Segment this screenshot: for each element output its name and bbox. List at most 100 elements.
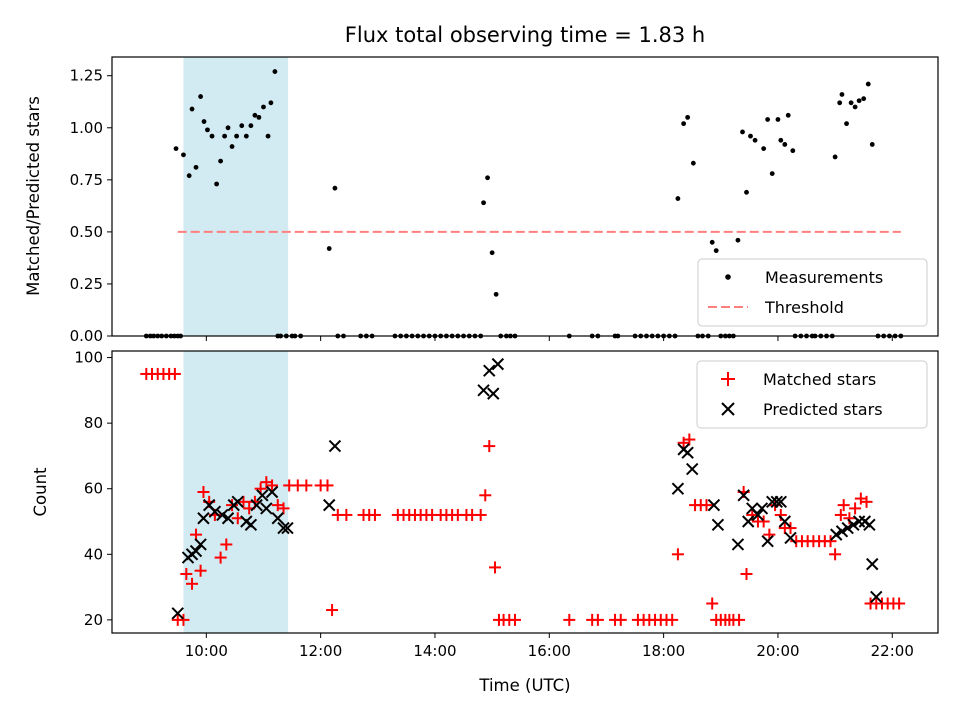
bottom-y-ticks: 20 40 60 80 100 [74, 349, 112, 629]
matched-star-point [834, 508, 847, 521]
matched-star-point [893, 597, 906, 610]
measurement-point [209, 133, 215, 139]
measurement-point [205, 127, 210, 133]
matched-star-point [614, 613, 627, 626]
predicted-star-point [265, 485, 279, 499]
measurement-point [234, 133, 240, 139]
measurement-point [848, 100, 854, 106]
predicted-star-point [197, 512, 210, 525]
measurement-point [173, 146, 179, 152]
matched-star-point [757, 515, 770, 528]
measurement-point [493, 291, 499, 297]
measurement-point [740, 129, 745, 135]
matched-star-point [849, 502, 862, 515]
bottom-y-tick-label: 20 [84, 611, 103, 629]
predicted-star-point [487, 387, 500, 400]
matched-star-point [177, 613, 190, 626]
measurement-point [229, 144, 235, 149]
top-band [183, 57, 289, 336]
matched-star-point [733, 613, 746, 626]
matched-star-point [824, 535, 837, 548]
measurement-point [844, 121, 849, 127]
measurement-point [272, 69, 278, 74]
measurement-point [252, 112, 258, 118]
measurement-point [193, 164, 199, 170]
matched-star-point [266, 479, 279, 492]
x-tick-label: 14:00 [413, 642, 456, 660]
matched-star-point [214, 551, 227, 564]
predicted-star-point [784, 531, 797, 545]
matched-star-point [368, 508, 381, 521]
measurement-point [744, 189, 749, 195]
measurement-point [865, 81, 871, 87]
legend-matched-marker [721, 372, 735, 386]
predicted-star-point [870, 590, 883, 604]
measurement-point [222, 133, 228, 139]
predicted-star-point [707, 498, 721, 512]
matched-star-point [671, 548, 684, 561]
bottom-y-tick-label: 60 [84, 480, 103, 498]
bottom-y-tick-label: 100 [74, 349, 103, 367]
x-tick-label: 20:00 [756, 642, 799, 660]
bottom-y-tick-label: 80 [84, 414, 103, 432]
predicted-star-point [491, 357, 505, 371]
top-legend: Measurements Threshold [697, 258, 928, 327]
predicted-star-point [244, 518, 258, 531]
matched-star-point [220, 538, 233, 551]
predicted-star-point [852, 515, 866, 528]
measurement-point [489, 250, 495, 256]
measurement-point [685, 114, 691, 120]
top-y-tick-label: 0.25 [70, 275, 103, 293]
predicted-star-point [770, 495, 784, 509]
measurement-point [261, 104, 266, 110]
measurement-point [681, 121, 687, 127]
measurement-point [481, 200, 486, 206]
measurement-point [778, 137, 784, 143]
measurement-point [690, 160, 696, 166]
matched-star-point [488, 561, 501, 574]
measurement-point [790, 148, 796, 154]
measurement-point [243, 133, 249, 139]
top-y-tick-label: 1.00 [70, 119, 103, 137]
legend-measurements-marker [725, 274, 731, 280]
measurement-point [735, 237, 741, 243]
matched-star-point [706, 597, 719, 610]
matched-star-point [829, 548, 842, 561]
x-axis-label: Time (UTC) [478, 676, 570, 695]
x-tick-label: 16:00 [528, 642, 571, 660]
top-y-ticks: 0.00 0.25 0.50 0.75 1.00 1.25 [70, 67, 112, 345]
measurement-point [256, 114, 262, 120]
chart-title: Flux total observing time = 1.83 h [345, 23, 705, 47]
top-x-ticks [205, 336, 893, 341]
predicted-star-point [751, 508, 765, 522]
measurement-point [332, 185, 338, 191]
matched-star-point [168, 367, 181, 380]
predicted-star-point [755, 502, 769, 515]
measurement-point [268, 100, 274, 106]
legend-predicted-marker [721, 402, 735, 416]
measurement-point [198, 94, 204, 99]
measurement-point [748, 133, 753, 139]
bottom-x-ticks: 10:00 12:00 14:00 16:00 18:00 20:00 22:00 [185, 633, 914, 660]
measurement-point [832, 154, 838, 160]
predicted-star-point [778, 515, 792, 528]
measurement-point [214, 181, 220, 187]
matched-star-point [774, 508, 787, 521]
top-legend-box [697, 258, 928, 327]
predicted-star-point [250, 498, 263, 512]
measurement-point [326, 246, 332, 251]
matched-star-point [837, 499, 850, 512]
measurement-point [782, 142, 788, 147]
predicted-star-point [256, 489, 269, 502]
measurement-point [839, 92, 845, 97]
predicted-star-point [711, 518, 725, 531]
matched-star-point [474, 508, 487, 521]
matched-star-point [186, 577, 199, 590]
predicted-star-point [221, 512, 235, 525]
measurement-point [186, 173, 192, 179]
matched-star-point [326, 604, 339, 617]
x-tick-label: 12:00 [299, 642, 342, 660]
measurement-point [225, 125, 231, 131]
top-y-tick-label: 0.50 [70, 223, 103, 241]
